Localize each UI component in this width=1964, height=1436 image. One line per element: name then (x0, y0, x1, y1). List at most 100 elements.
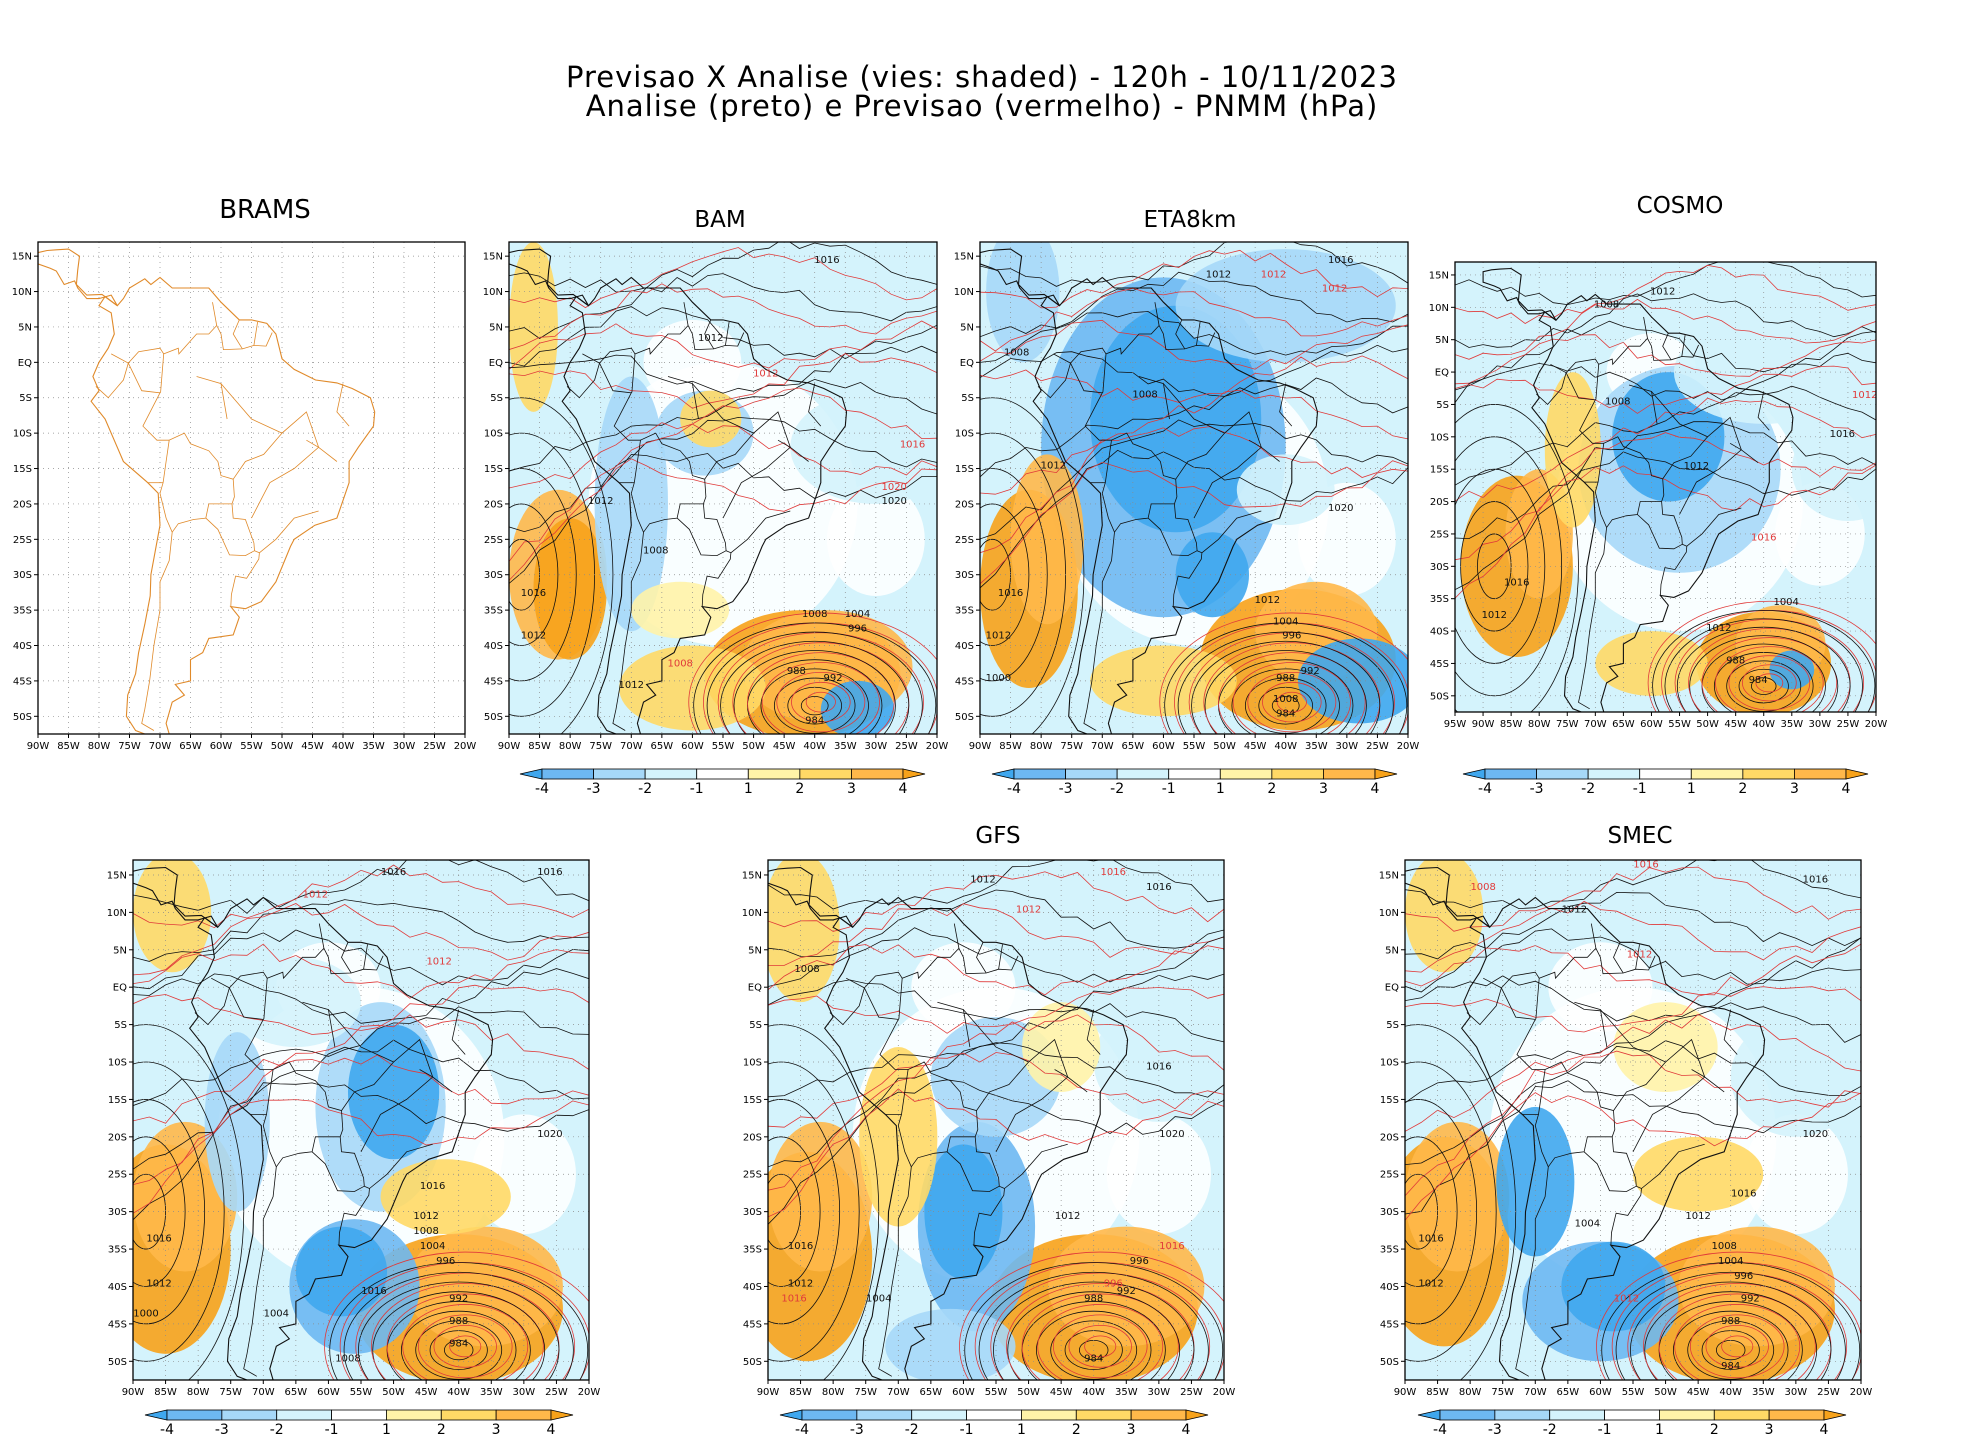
contour-label: 1012 (1627, 949, 1652, 960)
lon-tick-label: 80W (1030, 741, 1053, 752)
colorbar-segment (1713, 1409, 1770, 1421)
colorbar-label: 4 (1842, 781, 1851, 797)
colorbar-label: -4 (160, 1422, 174, 1436)
panel-title-brams: BRAMS (219, 195, 311, 225)
map-panel-cosmo: 1012 1008 1016 1012 1016 1016 1012 1012 988 984 10… (1429, 261, 1887, 730)
lat-tick-label: 25S (1380, 1170, 1399, 1181)
lat-tick-label: 15N (742, 870, 762, 881)
contour-label: 1012 (413, 1211, 438, 1222)
lat-tick-label: 40S (1430, 627, 1449, 638)
colorbar-label: 1 (1655, 1422, 1664, 1436)
lon-tick-label: 65W (920, 1387, 943, 1398)
contour-label: 1012 (1706, 623, 1731, 634)
colorbar-segment (1271, 768, 1324, 780)
lat-tick-label: 40S (13, 641, 32, 652)
lat-tick-label: 50S (1430, 691, 1449, 702)
lat-tick-label: 5N (1435, 335, 1449, 346)
colorbar-label: 3 (1765, 1422, 1774, 1436)
contour-label: 1012 (970, 874, 995, 885)
contour-label: 988 (1084, 1293, 1103, 1304)
contour-label: 1012 (588, 496, 613, 507)
contour-label: 984 (1276, 708, 1295, 719)
lat-tick-label: 10N (1429, 303, 1449, 314)
lat-tick-label: 35S (1380, 1245, 1399, 1256)
lon-tick-label: 70W (1524, 1387, 1547, 1398)
lat-tick-label: 5N (960, 322, 974, 333)
lon-tick-label: 70W (1091, 741, 1114, 752)
contour-label: 984 (1749, 675, 1768, 686)
colorbar-label: 1 (1017, 1422, 1026, 1436)
contour-label: 988 (1276, 673, 1295, 684)
colorbar-label: -2 (905, 1422, 919, 1436)
colorbar-label: 2 (1738, 781, 1747, 797)
colorbar-segment (1639, 768, 1692, 780)
colorbar-segment (1417, 1409, 1441, 1421)
contour-label: 1016 (1731, 1189, 1756, 1200)
colorbar-label: -2 (270, 1422, 284, 1436)
lat-tick-label: 25S (743, 1170, 762, 1181)
contour-label: 1008 (1711, 1241, 1736, 1252)
lon-tick-label: 80W (1528, 719, 1551, 730)
lon-tick-label: 85W (789, 1387, 812, 1398)
lon-tick-label: 70W (887, 1387, 910, 1398)
contour-label: 1012 (426, 957, 451, 968)
lat-tick-label: 20S (955, 499, 974, 510)
lat-tick-label: 15N (1379, 870, 1399, 881)
contour-label: 992 (1301, 666, 1320, 677)
lon-tick-label: 30W (393, 741, 416, 752)
lat-tick-label: 35S (484, 606, 503, 617)
panel-title-bam: BAM (694, 207, 746, 233)
contour-label: 1012 (1041, 461, 1066, 472)
colorbar-label: 2 (1267, 781, 1276, 797)
colorbar-label: -3 (1059, 781, 1073, 797)
lon-tick-label: 55W (240, 741, 263, 752)
lat-tick-label: 10S (484, 429, 503, 440)
lon-tick-label: 60W (1152, 741, 1175, 752)
lat-tick-label: 50S (743, 1357, 762, 1368)
lon-tick-label: 60W (1589, 1387, 1612, 1398)
lat-tick-label: 40S (743, 1282, 762, 1293)
contour-label: 1008 (1273, 694, 1298, 705)
colorbar-segment (696, 768, 749, 780)
lon-tick-label: 90W (27, 741, 50, 752)
colorbar-segment (966, 1409, 1022, 1421)
lat-tick-label: 10N (1379, 908, 1399, 919)
lon-tick-label: 70W (620, 741, 643, 752)
contour-label: 1008 (1594, 299, 1619, 310)
contour-label: 1016 (1418, 1234, 1443, 1245)
lon-tick-label: 25W (1837, 719, 1860, 730)
lat-tick-label: 5S (961, 393, 974, 404)
colorbar-label: -2 (1110, 781, 1124, 797)
lat-tick-label: 5N (18, 322, 32, 333)
colorbar-label: -2 (638, 781, 652, 797)
lat-tick-label: 40S (1380, 1282, 1399, 1293)
lat-tick-label: 30S (1380, 1207, 1399, 1218)
contour-label: 1012 (1255, 595, 1280, 606)
contour-label: 1012 (986, 630, 1011, 641)
colorbar-segment (1690, 768, 1744, 780)
colorbar-segment (519, 768, 543, 780)
lat-tick-label: EQ (113, 983, 127, 994)
lat-tick-label: 25S (13, 535, 32, 546)
lon-tick-label: 70W (252, 1387, 275, 1398)
lat-tick-label: 10N (954, 287, 974, 298)
colorbar-label: 3 (1790, 781, 1799, 797)
lon-tick-label: 75W (219, 1387, 242, 1398)
lat-tick-label: 40S (108, 1282, 127, 1293)
contour-label: 1020 (881, 496, 906, 507)
contour-label: 1016 (146, 1234, 171, 1245)
lon-tick-label: 50W (742, 741, 765, 752)
lat-tick-label: EQ (18, 358, 32, 369)
colorbar-segment (1845, 768, 1869, 780)
contour-label: 1004 (1773, 597, 1798, 608)
map-panel-smec: 1016 1016 1008 1012 1012 1016 1012 1012 1008 1004… (1379, 859, 1872, 1398)
lat-tick-label: 15S (1380, 1095, 1399, 1106)
lat-tick-label: 15N (483, 252, 503, 263)
contour-label: 1012 (1261, 269, 1286, 280)
lat-tick-label: 30S (108, 1207, 127, 1218)
colorbar-segment (911, 1409, 967, 1421)
colorbar-label: 1 (744, 781, 753, 797)
lon-tick-label: 25W (545, 1387, 568, 1398)
contour-label: 1016 (1504, 578, 1529, 589)
lat-tick-label: EQ (1385, 983, 1399, 994)
